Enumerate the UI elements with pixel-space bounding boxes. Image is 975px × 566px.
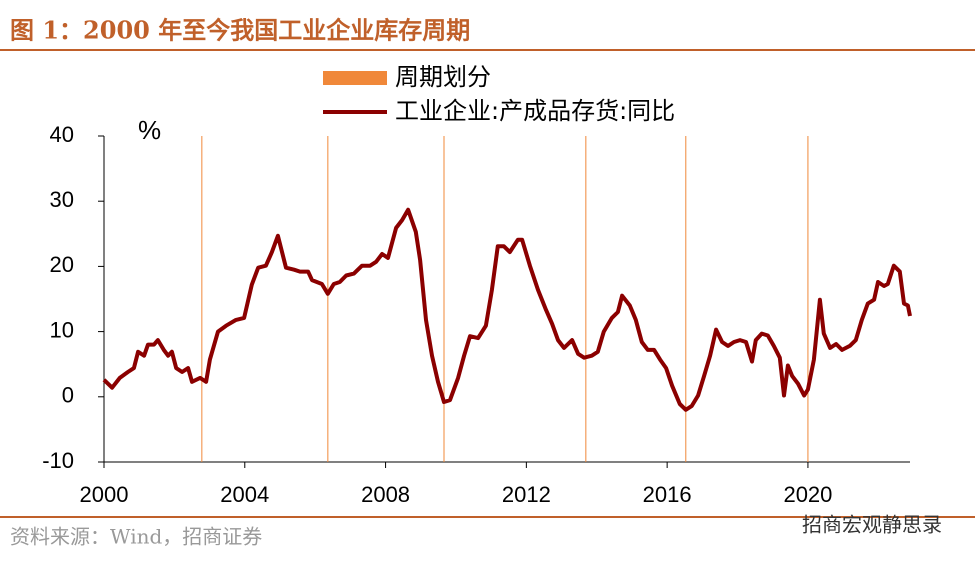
legend-swatch bbox=[323, 71, 387, 85]
data-line bbox=[102, 207, 912, 412]
x-tick-label: 2012 bbox=[502, 482, 551, 507]
chart-title: 图 1：2000 年至今我国工业企业库存周期 bbox=[10, 16, 470, 45]
y-unit: % bbox=[138, 115, 161, 145]
watermark: 招商宏观静思录 bbox=[802, 513, 942, 537]
legend-label: 周期划分 bbox=[395, 63, 491, 91]
y-tick-label: 30 bbox=[50, 187, 74, 212]
x-tick-label: 2008 bbox=[361, 482, 410, 507]
legend-label: 工业企业:产成品存货:同比 bbox=[395, 97, 675, 125]
y-tick-label: 20 bbox=[50, 252, 74, 277]
y-tick-label: 40 bbox=[50, 122, 74, 147]
y-tick-label: 10 bbox=[50, 317, 74, 342]
x-tick-label: 2000 bbox=[80, 482, 129, 507]
x-tick-label: 2004 bbox=[220, 482, 269, 507]
source-note: 资料来源：Wind，招商证券 bbox=[10, 525, 262, 549]
y-tick-label: -10 bbox=[42, 448, 74, 473]
x-tick-label: 2020 bbox=[783, 482, 832, 507]
y-tick-label: 0 bbox=[62, 383, 74, 408]
x-tick-label: 2016 bbox=[643, 482, 692, 507]
